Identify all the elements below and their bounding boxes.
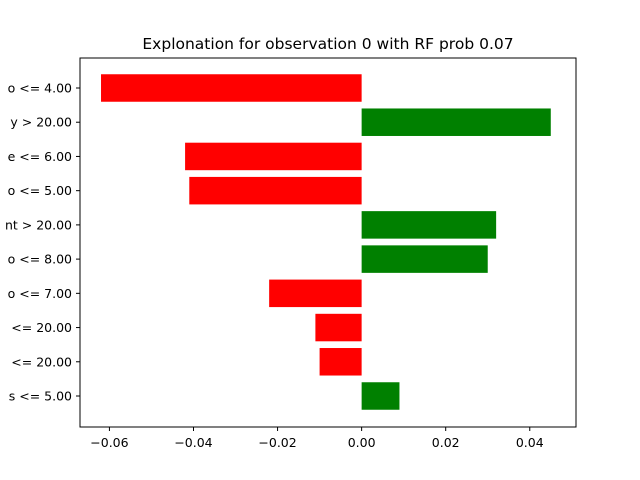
x-axis-ticks: −0.06 −0.04 −0.02 0.00 0.02 0.04	[90, 427, 544, 450]
bar-9	[361, 382, 400, 410]
bar-8	[319, 348, 362, 376]
x-tick-label-2: −0.02	[258, 435, 296, 450]
y-tick-label-9: s <= 5.00	[9, 389, 72, 404]
y-tick-label-0: o <= 4.00	[8, 81, 72, 96]
bar-6	[269, 279, 362, 308]
bar-1	[361, 108, 551, 136]
x-tick-label-3: 0.00	[348, 435, 376, 450]
y-tick-label-1: y > 20.00	[10, 115, 72, 130]
bar-5	[361, 245, 488, 273]
y-tick-label-8: <= 20.00	[11, 354, 72, 369]
x-tick-label-1: −0.04	[174, 435, 212, 450]
chart-title: Explonation for observation 0 with RF pr…	[142, 35, 513, 53]
y-tick-label-3: o <= 5.00	[8, 183, 72, 198]
y-tick-label-5: o <= 8.00	[8, 252, 72, 267]
x-tick-label-0: −0.06	[90, 435, 128, 450]
bar-3	[189, 176, 362, 205]
plot-frame	[79, 57, 577, 428]
y-tick-label-6: o <= 7.00	[8, 286, 72, 301]
bar-7	[315, 313, 362, 342]
bar-0	[101, 74, 362, 102]
bar-4	[361, 211, 497, 239]
bars-group	[101, 74, 551, 410]
y-tick-label-4: nt > 20.00	[5, 217, 72, 232]
y-axis-ticks: o <= 4.00 y > 20.00 e <= 6.00 o <= 5.00 nt >…	[5, 81, 80, 404]
x-tick-label-4: 0.02	[432, 435, 460, 450]
y-tick-label-7: <= 20.00	[11, 320, 72, 335]
y-tick-label-2: e <= 6.00	[8, 149, 72, 164]
bar-2	[185, 142, 362, 171]
x-tick-label-5: 0.04	[516, 435, 544, 450]
